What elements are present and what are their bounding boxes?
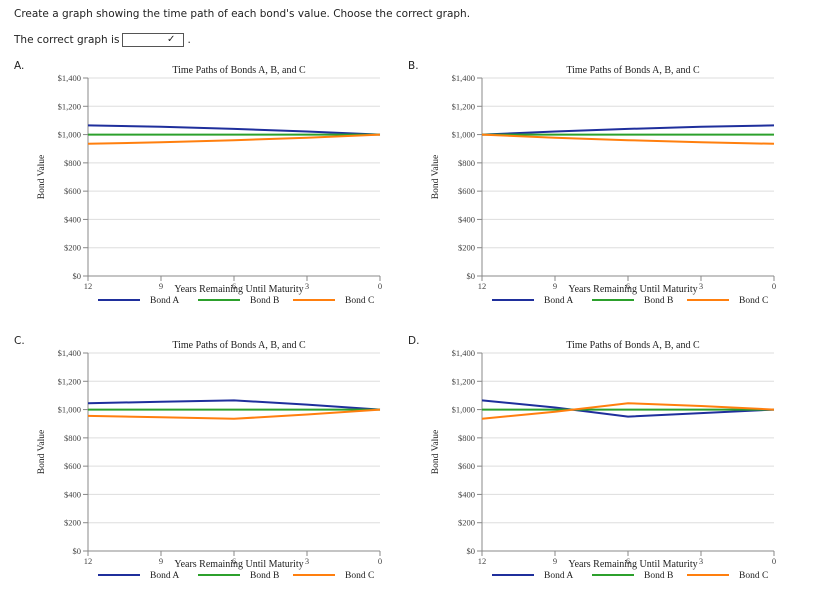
- legend-label: Bond A: [544, 296, 573, 306]
- legend-label: Bond C: [345, 296, 374, 306]
- x-tick-label: 0: [772, 556, 776, 566]
- y-tick-label: $1,200: [58, 101, 81, 111]
- x-tick-label: 6: [626, 281, 630, 291]
- chart-title: Time Paths of Bonds A, B, and C: [566, 340, 700, 351]
- x-tick-label: 12: [84, 556, 93, 566]
- answer-dropdown[interactable]: ✓: [122, 33, 185, 47]
- x-axis-label: Years Remaining Until Maturity: [174, 559, 303, 570]
- chart-option-a: Time Paths of Bonds A, B, and C $0 $200 $40…: [37, 65, 382, 306]
- chevron-down-icon: ✓: [167, 34, 176, 45]
- y-tick-label: $800: [64, 158, 81, 168]
- y-axis-label: Bond Value: [431, 430, 441, 474]
- legend-label: Bond A: [150, 296, 179, 306]
- x-axis-label: Years Remaining Until Maturity: [568, 284, 697, 295]
- x-tick-label: 0: [772, 281, 776, 291]
- series-line-bond-a: [87, 399, 381, 411]
- y-tick-label: $600: [458, 186, 475, 196]
- legend-label: Bond A: [544, 571, 573, 581]
- y-tick-label: $1,000: [58, 130, 81, 140]
- series-line-bond-c: [481, 402, 775, 420]
- option-a-radio-label[interactable]: A.: [14, 60, 25, 72]
- series-line-bond-a: [87, 124, 381, 136]
- series-line-bond-c: [87, 408, 381, 420]
- chart-option-d: Time Paths of Bonds A, B, and C $0 $200 $40…: [431, 340, 776, 581]
- x-tick-label: 9: [553, 556, 557, 566]
- y-tick-label: $0: [73, 271, 82, 281]
- x-tick-label: 9: [159, 556, 163, 566]
- x-tick-label: 3: [305, 556, 309, 566]
- y-tick-label: $0: [73, 546, 82, 556]
- x-tick-label: 0: [378, 281, 382, 291]
- y-tick-label: $0: [467, 546, 476, 556]
- y-tick-label: $200: [64, 243, 81, 253]
- y-tick-label: $1,000: [452, 130, 475, 140]
- x-axis-label: Years Remaining Until Maturity: [174, 284, 303, 295]
- answer-label: The correct graph is: [14, 34, 120, 46]
- y-axis-label: Bond Value: [37, 430, 47, 474]
- y-tick-label: $1,400: [58, 348, 81, 358]
- y-tick-label: $400: [458, 489, 475, 499]
- y-tick-label: $1,200: [452, 101, 475, 111]
- series-line-bond-a: [481, 124, 775, 136]
- y-tick-label: $600: [64, 461, 81, 471]
- x-tick-label: 0: [378, 556, 382, 566]
- legend-label: Bond B: [644, 571, 673, 581]
- y-tick-label: $1,400: [452, 73, 475, 83]
- legend-label: Bond C: [739, 571, 768, 581]
- y-tick-label: $200: [64, 518, 81, 528]
- x-tick-label: 3: [699, 556, 703, 566]
- x-tick-label: 9: [159, 281, 163, 291]
- y-tick-label: $400: [64, 214, 81, 224]
- chart-title: Time Paths of Bonds A, B, and C: [172, 65, 306, 76]
- y-tick-label: $1,200: [58, 376, 81, 386]
- legend-label: Bond B: [250, 571, 279, 581]
- chart-option-b: Time Paths of Bonds A, B, and C $0 $200 $40…: [431, 65, 776, 306]
- option-d-radio-label[interactable]: D.: [408, 335, 420, 347]
- legend-label: Bond B: [644, 296, 673, 306]
- y-tick-label: $1,000: [58, 405, 81, 415]
- x-tick-label: 3: [699, 281, 703, 291]
- y-axis-label: Bond Value: [37, 155, 47, 199]
- x-tick-label: 6: [232, 281, 236, 291]
- x-tick-label: 12: [84, 281, 93, 291]
- x-tick-label: 12: [478, 281, 487, 291]
- y-tick-label: $200: [458, 518, 475, 528]
- answer-suffix: .: [187, 34, 191, 46]
- y-tick-label: $0: [467, 271, 476, 281]
- x-axis-label: Years Remaining Until Maturity: [568, 559, 697, 570]
- y-axis-label: Bond Value: [431, 155, 441, 199]
- y-tick-label: $1,000: [452, 405, 475, 415]
- y-tick-label: $1,200: [452, 376, 475, 386]
- series-line-bond-c: [481, 133, 775, 145]
- x-tick-label: 6: [626, 556, 630, 566]
- legend-label: Bond A: [150, 571, 179, 581]
- y-tick-label: $800: [458, 158, 475, 168]
- y-tick-label: $400: [458, 214, 475, 224]
- legend-label: Bond C: [345, 571, 374, 581]
- chart-title: Time Paths of Bonds A, B, and C: [172, 340, 306, 351]
- y-tick-label: $600: [458, 461, 475, 471]
- x-tick-label: 9: [553, 281, 557, 291]
- x-tick-label: 6: [232, 556, 236, 566]
- y-tick-label: $1,400: [452, 348, 475, 358]
- question-prompt: Create a graph showing the time path of …: [14, 8, 471, 20]
- y-tick-label: $800: [64, 433, 81, 443]
- chart-option-c: Time Paths of Bonds A, B, and C $0 $200 $40…: [37, 340, 382, 581]
- x-tick-label: 3: [305, 281, 309, 291]
- y-tick-label: $200: [458, 243, 475, 253]
- series-line-bond-c: [87, 133, 381, 145]
- option-b-radio-label[interactable]: B.: [408, 60, 419, 72]
- y-tick-label: $400: [64, 489, 81, 499]
- option-c-radio-label[interactable]: C.: [14, 335, 25, 347]
- y-tick-label: $1,400: [58, 73, 81, 83]
- chart-title: Time Paths of Bonds A, B, and C: [566, 65, 700, 76]
- y-tick-label: $800: [458, 433, 475, 443]
- x-tick-label: 12: [478, 556, 487, 566]
- series-line-bond-a: [481, 399, 775, 418]
- answer-row: The correct graph is ✓ .: [14, 33, 191, 47]
- legend-label: Bond C: [739, 296, 768, 306]
- legend-label: Bond B: [250, 296, 279, 306]
- y-tick-label: $600: [64, 186, 81, 196]
